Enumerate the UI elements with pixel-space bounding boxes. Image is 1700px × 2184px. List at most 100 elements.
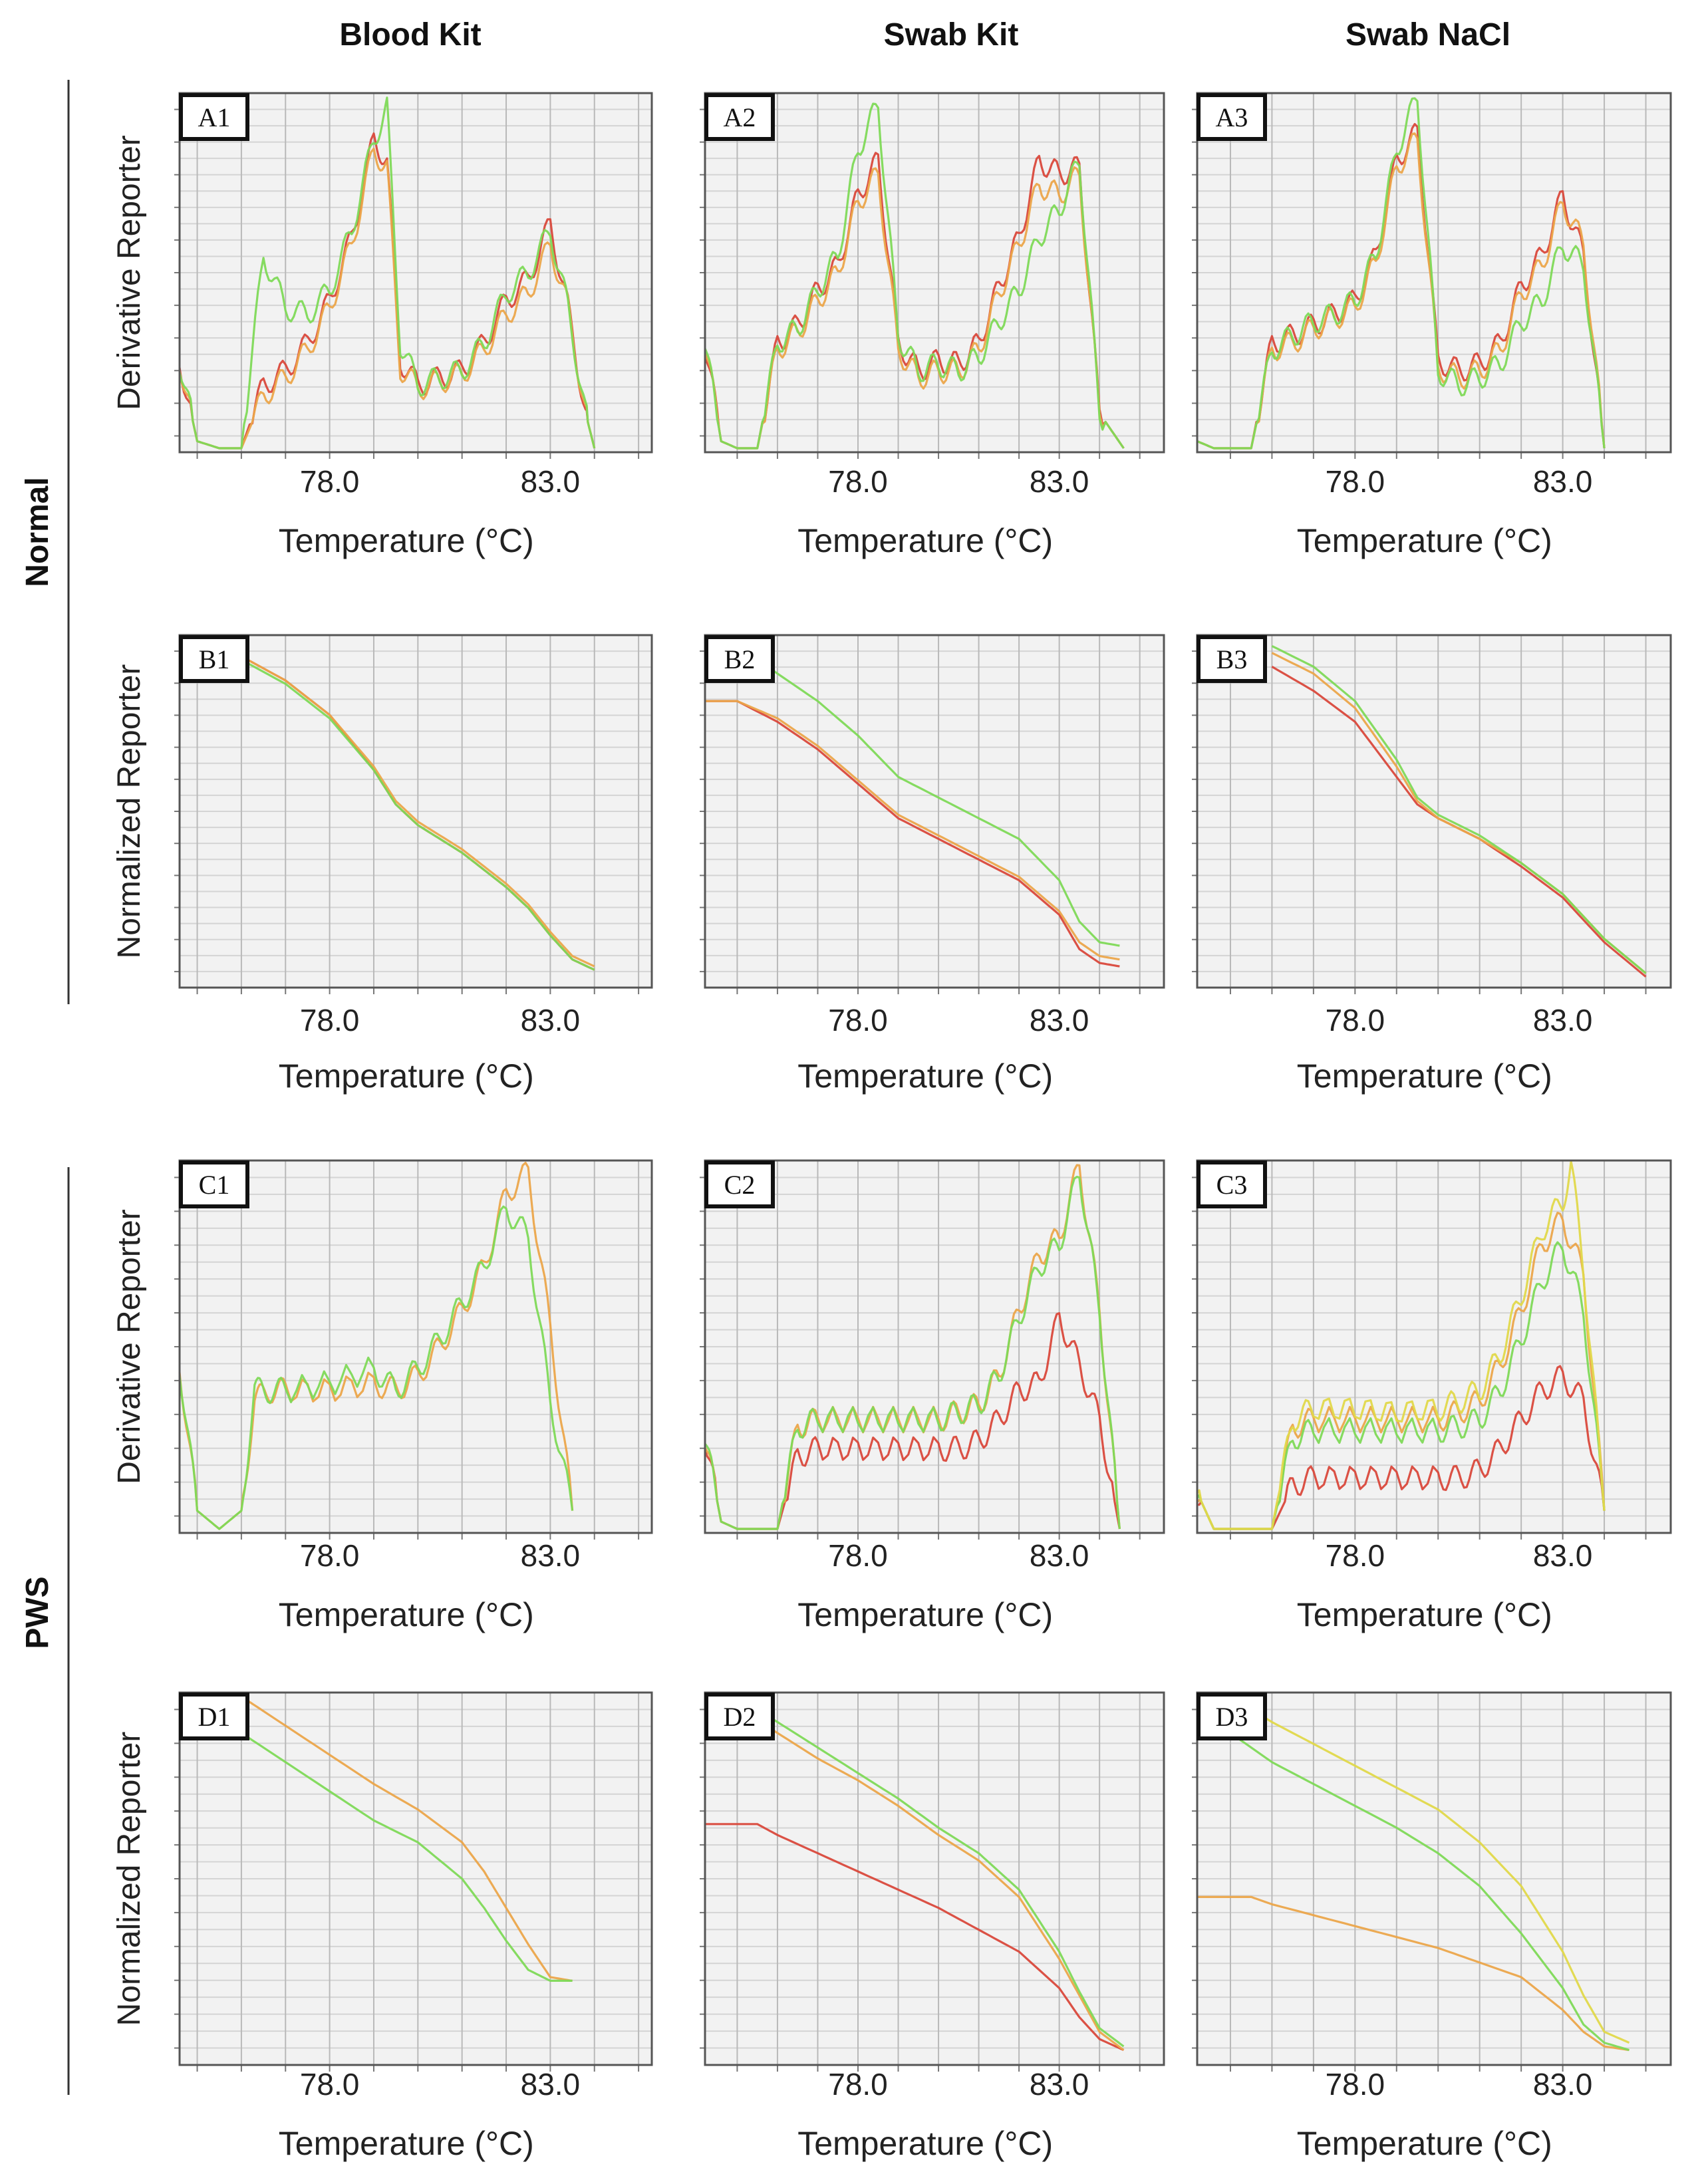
y-axis-label: Derivative Reporter xyxy=(112,1209,147,1484)
panel-d1: D1 78.0 83.0 Temperature (°C) Normalized Rep… xyxy=(112,1691,653,2162)
x-tick-label: 83.0 xyxy=(521,2067,581,2102)
panel-label-text: A2 xyxy=(724,102,756,132)
panel-b2: B2 78.0 83.0 Temperature (°C) xyxy=(700,634,1165,1095)
series-line-green xyxy=(1271,644,1647,974)
panel-label: A3 xyxy=(1197,93,1267,141)
panel-label-box xyxy=(704,635,775,683)
panel-label-box xyxy=(179,635,249,683)
x-tick-label: 78.0 xyxy=(828,1003,888,1037)
series-line-green xyxy=(736,645,1120,947)
x-tick-label: 78.0 xyxy=(828,464,888,499)
panel-label-text: C2 xyxy=(724,1170,756,1200)
row-label-normal: Normal xyxy=(20,477,55,587)
x-axis-label: Temperature (°C) xyxy=(1297,1596,1552,1633)
plot-frame xyxy=(178,92,653,454)
panel-label-box xyxy=(704,1160,775,1208)
panel-c3: C3 78.0 83.0 Temperature (°C) xyxy=(1192,1159,1672,1633)
column-header-blood-kit: Blood Kit xyxy=(339,17,481,53)
x-tick-label: 83.0 xyxy=(521,1003,581,1037)
panel-d2: D2 78.0 83.0 Temperature (°C) xyxy=(700,1691,1165,2162)
plot-frame xyxy=(1196,1159,1672,1534)
x-tick-label: 83.0 xyxy=(1030,464,1089,499)
x-axis-label: Temperature (°C) xyxy=(1297,522,1552,559)
series-line-orange xyxy=(1197,1895,1629,2052)
x-tick-label: 78.0 xyxy=(1326,1538,1385,1573)
plot-frame xyxy=(1196,634,1672,989)
x-tick-label: 83.0 xyxy=(521,464,581,499)
series-line-green xyxy=(704,1175,1121,1530)
x-tick-label: 83.0 xyxy=(1533,2067,1593,2102)
y-axis-label: Derivative Reporter xyxy=(112,135,147,410)
series-line-red xyxy=(705,700,1120,968)
x-tick-label: 78.0 xyxy=(300,1538,360,1573)
panel-label: D1 xyxy=(179,1693,249,1740)
panel-label-box xyxy=(1197,635,1267,683)
series-line-green xyxy=(241,1732,573,1982)
x-axis-label: Temperature (°C) xyxy=(1297,2125,1552,2162)
panel-label-box xyxy=(179,1693,249,1740)
series-line-green xyxy=(241,658,595,971)
plot-frame xyxy=(704,92,1165,454)
panel-label-text: D3 xyxy=(1216,1702,1248,1732)
panel-label-box xyxy=(1197,1693,1267,1740)
x-tick-label: 78.0 xyxy=(1326,2067,1385,2102)
series-line-orange xyxy=(705,700,1120,961)
x-axis-label: Temperature (°C) xyxy=(279,1596,534,1633)
plot-frame xyxy=(1196,92,1672,454)
row-label-pws: PWS xyxy=(20,1576,55,1649)
series-line-orange xyxy=(241,1695,573,1982)
x-tick-label: 83.0 xyxy=(1030,1538,1089,1573)
series-line-green xyxy=(1197,97,1606,450)
panel-label-text: C3 xyxy=(1216,1170,1248,1200)
panel-c1: C1 78.0 83.0 Temperature (°C) Derivative Rep… xyxy=(112,1159,653,1633)
plot-frame xyxy=(178,1159,653,1534)
x-axis-label: Temperature (°C) xyxy=(279,522,534,559)
x-tick-label: 83.0 xyxy=(521,1538,581,1573)
x-axis-label: Temperature (°C) xyxy=(279,1057,534,1095)
panel-label-text: D1 xyxy=(198,1702,231,1732)
series-line-green xyxy=(704,102,1125,450)
x-axis-label: Temperature (°C) xyxy=(1297,1057,1552,1095)
panel-label-text: A1 xyxy=(198,102,231,132)
panel-a1: A1 78.0 83.0 Temperature (°C) Derivative Rep… xyxy=(112,92,653,559)
panel-label-box xyxy=(1197,93,1267,141)
x-tick-label: 83.0 xyxy=(1533,464,1593,499)
x-tick-label: 78.0 xyxy=(828,2067,888,2102)
plot-frame xyxy=(178,634,653,989)
panel-label: B3 xyxy=(1197,635,1267,683)
panel-label: B2 xyxy=(704,635,775,683)
panel-d3: D3 78.0 83.0 Temperature (°C) xyxy=(1192,1691,1672,2162)
panel-label-box xyxy=(1197,1160,1267,1208)
x-axis-label: Temperature (°C) xyxy=(279,2125,534,2162)
series-line-green xyxy=(178,96,596,450)
panel-label: C1 xyxy=(179,1160,249,1208)
panel-a2: A2 78.0 83.0 Temperature (°C) xyxy=(700,92,1165,559)
panel-label-box xyxy=(179,1160,249,1208)
y-axis-label: Normalized Reporter xyxy=(112,1732,147,2026)
panel-label-box xyxy=(704,93,775,141)
panel-a3: A3 78.0 83.0 Temperature (°C) xyxy=(1192,92,1672,559)
panel-b3: B3 78.0 83.0 Temperature (°C) xyxy=(1192,634,1672,1095)
x-axis-label: Temperature (°C) xyxy=(797,1057,1053,1095)
series-line-yellow xyxy=(1230,1695,1630,2044)
x-tick-label: 83.0 xyxy=(1030,2067,1089,2102)
panel-label-text: A3 xyxy=(1216,102,1248,132)
x-tick-label: 78.0 xyxy=(1326,464,1385,499)
series-line-yellow xyxy=(1196,1160,1606,1530)
series-line-red xyxy=(705,1823,1125,2052)
y-axis-label: Normalized Reporter xyxy=(112,664,147,959)
series-line-orange xyxy=(241,655,595,968)
column-header-swab-nacl: Swab NaCl xyxy=(1346,17,1510,53)
plot-frame xyxy=(178,1691,653,2066)
panel-b1: B1 78.0 83.0 Temperature (°C) Normalized Rep… xyxy=(112,634,653,1095)
x-tick-label: 78.0 xyxy=(828,1538,888,1573)
plot-frame xyxy=(1196,1691,1672,2066)
x-tick-label: 78.0 xyxy=(300,1003,360,1037)
x-axis-label: Temperature (°C) xyxy=(797,522,1053,559)
panel-label: C2 xyxy=(704,1160,775,1208)
series-line-orange xyxy=(736,1706,1125,2051)
panel-label-text: B1 xyxy=(199,644,230,674)
panel-label: A1 xyxy=(179,93,249,141)
panel-label: A2 xyxy=(704,93,775,141)
panel-label: D2 xyxy=(704,1693,775,1740)
